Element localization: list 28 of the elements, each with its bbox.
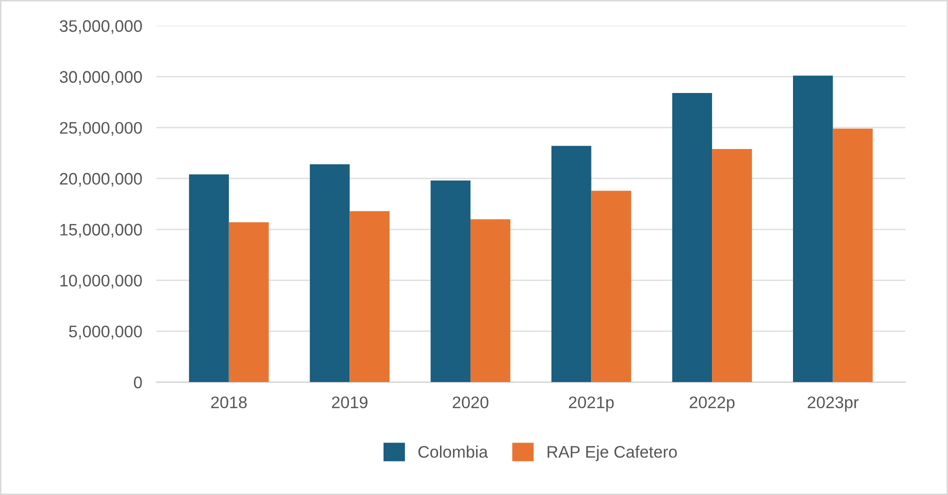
bar [430, 180, 470, 382]
bar [350, 211, 390, 382]
bar [832, 128, 873, 382]
bar [672, 92, 712, 382]
bar [310, 164, 350, 382]
y-tick-label: 10,000,000 [60, 274, 142, 288]
y-tick-label: 30,000,000 [60, 71, 142, 85]
y-tick-label: 15,000,000 [60, 224, 142, 238]
x-tick-label: 2021p [568, 396, 614, 412]
x-tick-label: 2020 [452, 396, 488, 408]
legend-label: Colombia [418, 446, 488, 458]
y-tick-label: 0 [134, 376, 142, 388]
bar [189, 174, 229, 382]
bar [470, 219, 510, 382]
bar [551, 146, 592, 382]
bar [712, 148, 752, 382]
y-tick-label: 35,000,000 [60, 20, 142, 34]
bar [591, 190, 632, 382]
x-tick-label: 2019 [332, 396, 368, 408]
y-tick-label: 25,000,000 [60, 122, 142, 136]
y-tick-label: 20,000,000 [60, 172, 142, 187]
x-tick-label: 2018 [211, 396, 247, 408]
x-tick-label: 2023pr [808, 396, 859, 412]
bar [793, 76, 833, 382]
y-tick-label: 5,000,000 [69, 326, 142, 340]
legend-label: RAP Eje Cafetero [548, 446, 677, 462]
bar [228, 222, 269, 382]
x-tick-label: 2022p [690, 396, 735, 412]
